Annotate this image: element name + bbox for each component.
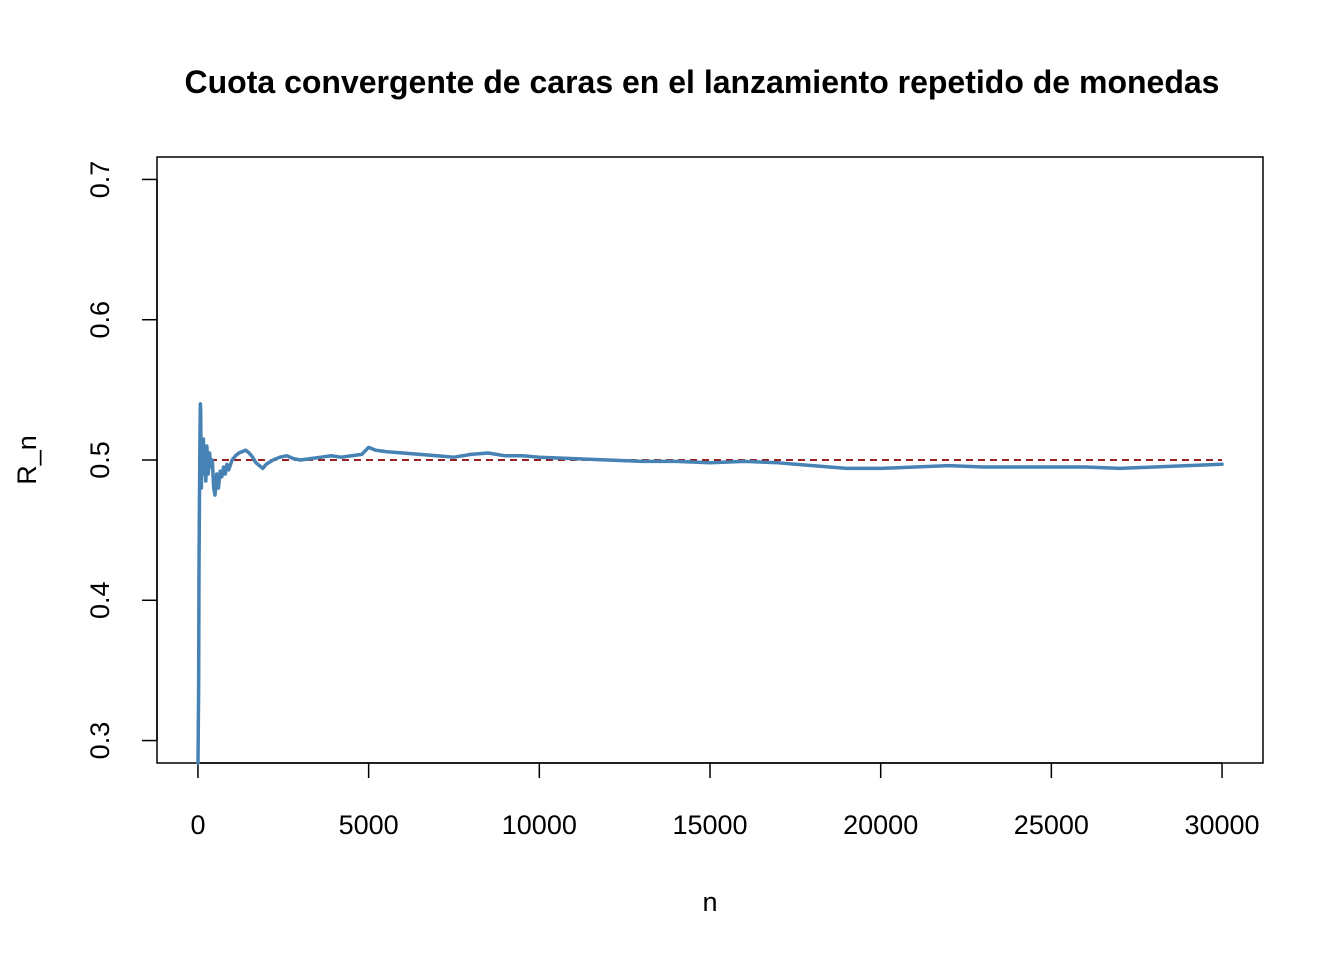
x-tick-label: 15000 [672,810,747,840]
y-tick-label: 0.5 [85,441,115,479]
x-tick-label: 0 [190,810,205,840]
x-tick-label: 5000 [339,810,399,840]
x-axis-label: n [702,887,717,917]
y-axis-label: R_n [12,435,42,485]
y-axis: 0.3 0.4 0.5 0.6 0.7 [85,161,158,760]
x-tick-label: 30000 [1184,810,1259,840]
y-tick-label: 0.4 [85,582,115,620]
chart-title: Cuota convergente de caras en el lanzami… [185,64,1220,100]
x-tick-label: 25000 [1014,810,1089,840]
x-tick-label: 20000 [843,810,918,840]
series-line [196,402,1224,765]
y-tick-label: 0.7 [85,161,115,199]
y-tick-label: 0.3 [85,722,115,760]
y-tick-label: 0.6 [85,301,115,339]
x-tick-label: 10000 [502,810,577,840]
x-axis: 0 5000 10000 15000 20000 25000 30000 [190,762,1260,840]
